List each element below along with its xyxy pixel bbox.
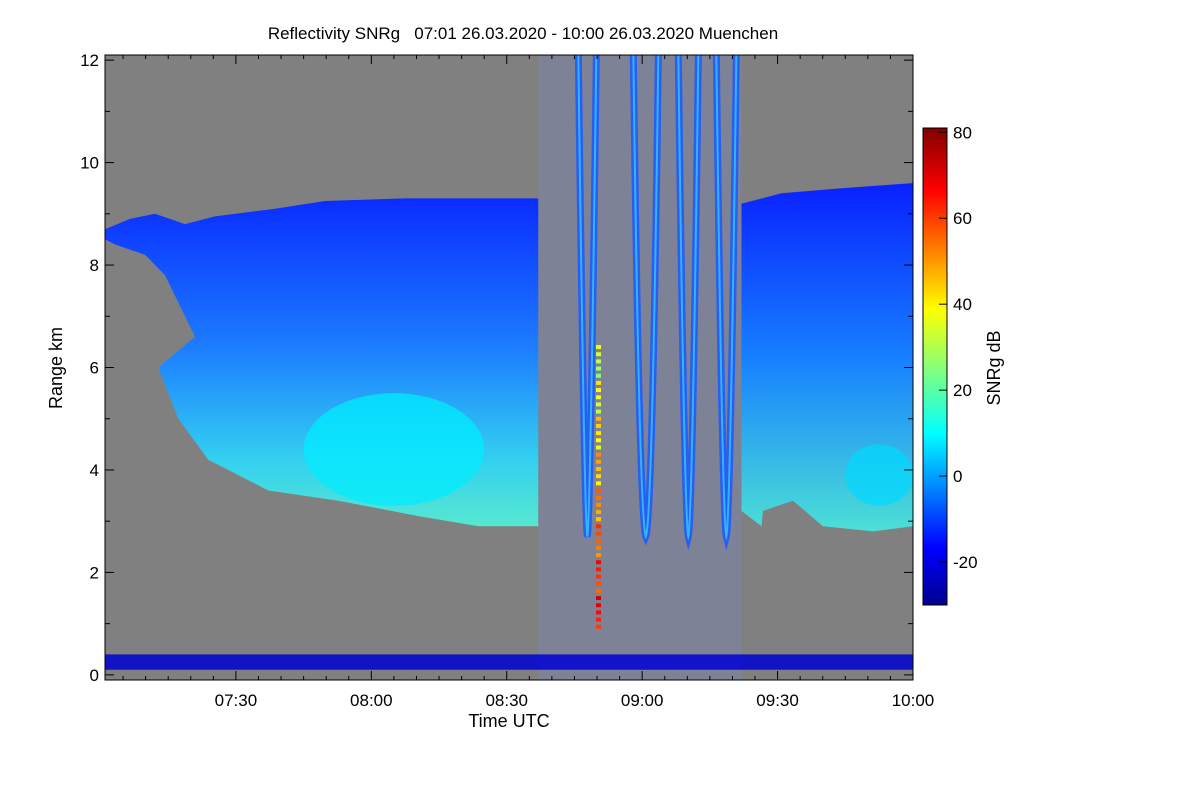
colorbar-label: SNRg dB: [984, 330, 1004, 405]
echo-cell: [596, 423, 602, 428]
echo-cell: [596, 610, 602, 615]
scan-arc-highlight: [677, 55, 700, 537]
echo-cell: [596, 466, 602, 471]
echo-cell: [596, 481, 602, 486]
scan-arc-highlight: [577, 55, 598, 537]
echo-cell: [596, 596, 602, 601]
echo-cell: [596, 581, 602, 586]
echo-cell: [596, 624, 602, 629]
colorbar-tick-label: 40: [953, 295, 972, 314]
echo-cell: [596, 345, 602, 350]
y-tick-label: 12: [80, 51, 99, 70]
echo-cell: [596, 560, 602, 565]
data-regions: [105, 55, 913, 680]
x-tick-label: 08:30: [485, 691, 528, 710]
colorbar-tick-label: 0: [953, 467, 962, 486]
echo-cell: [596, 431, 602, 436]
echo-cell: [596, 617, 602, 622]
colorbar-tick-label: -20: [953, 553, 978, 572]
echo-cell: [596, 352, 602, 357]
echo-cell: [596, 574, 602, 579]
echo-cell: [596, 380, 602, 385]
x-tick-label: 08:00: [350, 691, 393, 710]
y-tick-label: 2: [90, 563, 99, 582]
echo-cell: [596, 388, 602, 393]
echo-cell: [596, 474, 602, 479]
echo-cell: [596, 438, 602, 443]
echo-cell: [596, 538, 602, 543]
echo-cell: [596, 553, 602, 558]
chart-title: Reflectivity SNRg 07:01 26.03.2020 - 10:…: [268, 24, 778, 43]
echo-cell: [596, 545, 602, 550]
scan-arc-highlight: [715, 55, 738, 537]
echo-cell: [596, 488, 602, 493]
colorbar-tick-label: 80: [953, 123, 972, 142]
echo-cell: [596, 452, 602, 457]
echo-cell: [596, 588, 602, 593]
echo-cell: [596, 459, 602, 464]
y-tick-label: 4: [90, 461, 99, 480]
x-tick-label: 09:00: [621, 691, 664, 710]
region-late-cloud-deck: [741, 183, 913, 532]
echo-cell: [596, 502, 602, 507]
echo-cell: [596, 359, 602, 364]
echo-cell: [596, 524, 602, 529]
y-axis: 0 2 4 6 8 10 12: [80, 51, 913, 685]
echo-cell: [596, 373, 602, 378]
x-tick-label: 09:30: [756, 691, 799, 710]
x-tick-label: 10:00: [892, 691, 935, 710]
echo-cell: [596, 395, 602, 400]
echo-cell: [596, 603, 602, 608]
echo-cell: [596, 409, 602, 414]
y-axis-label: Range km: [46, 327, 66, 409]
echo-cell: [596, 402, 602, 407]
echo-cell: [596, 416, 602, 421]
echo-cell: [596, 445, 602, 450]
echo-cell: [596, 366, 602, 371]
y-tick-label: 10: [80, 154, 99, 173]
scan-arc-highlight: [632, 55, 660, 540]
echo-cell: [596, 531, 602, 536]
y-tick-label: 0: [90, 666, 99, 685]
colorbar-axis: -20 0 20 40 60 80: [939, 123, 978, 572]
x-axis: 07:30 08:00 08:30 09:00 09:30 10:00: [122, 55, 935, 710]
colorbar-tick-label: 20: [953, 381, 972, 400]
echo-cell: [596, 567, 602, 572]
colorbar-tick-label: 60: [953, 209, 972, 228]
echo-cell: [596, 517, 602, 522]
region-late-cloud-core: [845, 444, 913, 506]
echo-cell: [596, 495, 602, 500]
colorbar: [922, 127, 948, 606]
region-near-ground-layer: [105, 654, 913, 670]
region-lower-cloud-core: [303, 393, 485, 506]
echo-cell: [596, 510, 602, 515]
y-tick-label: 6: [90, 359, 99, 378]
y-tick-label: 8: [90, 256, 99, 275]
x-tick-label: 07:30: [215, 691, 258, 710]
x-axis-label: Time UTC: [468, 711, 549, 731]
